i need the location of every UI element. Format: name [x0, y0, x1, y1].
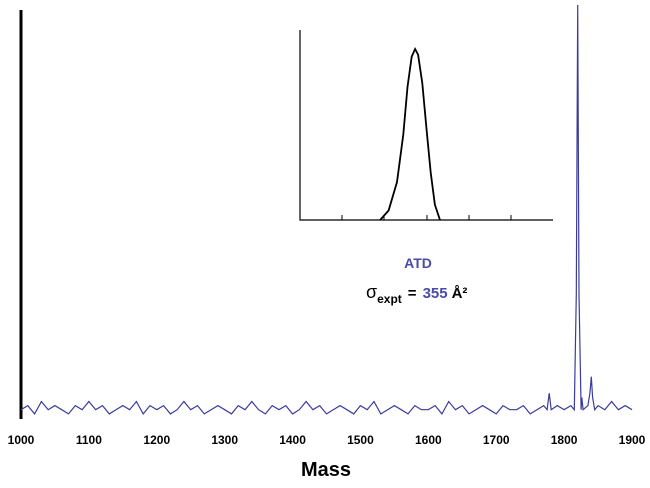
symbol: σ	[366, 282, 377, 302]
x-tick-label: 1800	[551, 433, 578, 447]
x-tick-label: 1300	[211, 433, 238, 447]
x-tick-label: 1900	[619, 433, 646, 447]
inset-title: ATD	[404, 255, 432, 271]
x-tick-label: 1600	[415, 433, 442, 447]
equals: =	[408, 285, 417, 302]
subscript: expt	[377, 292, 402, 306]
x-tick-label: 1400	[279, 433, 306, 447]
value: 355	[423, 285, 448, 302]
x-tick-label: 1000	[8, 433, 35, 447]
x-axis-label: Mass	[301, 459, 351, 481]
cross-section: σexpt = 355 Å²	[366, 282, 467, 306]
inset-ticks	[341, 215, 512, 220]
x-tick-label: 1700	[483, 433, 510, 447]
data-line	[379, 46, 441, 221]
x-tick-label: 1200	[143, 433, 170, 447]
x-tick-label: 1100	[76, 433, 102, 447]
data-line	[20, 4, 633, 415]
x-tick-label: 1500	[347, 433, 374, 447]
unit: Å²	[452, 285, 468, 302]
